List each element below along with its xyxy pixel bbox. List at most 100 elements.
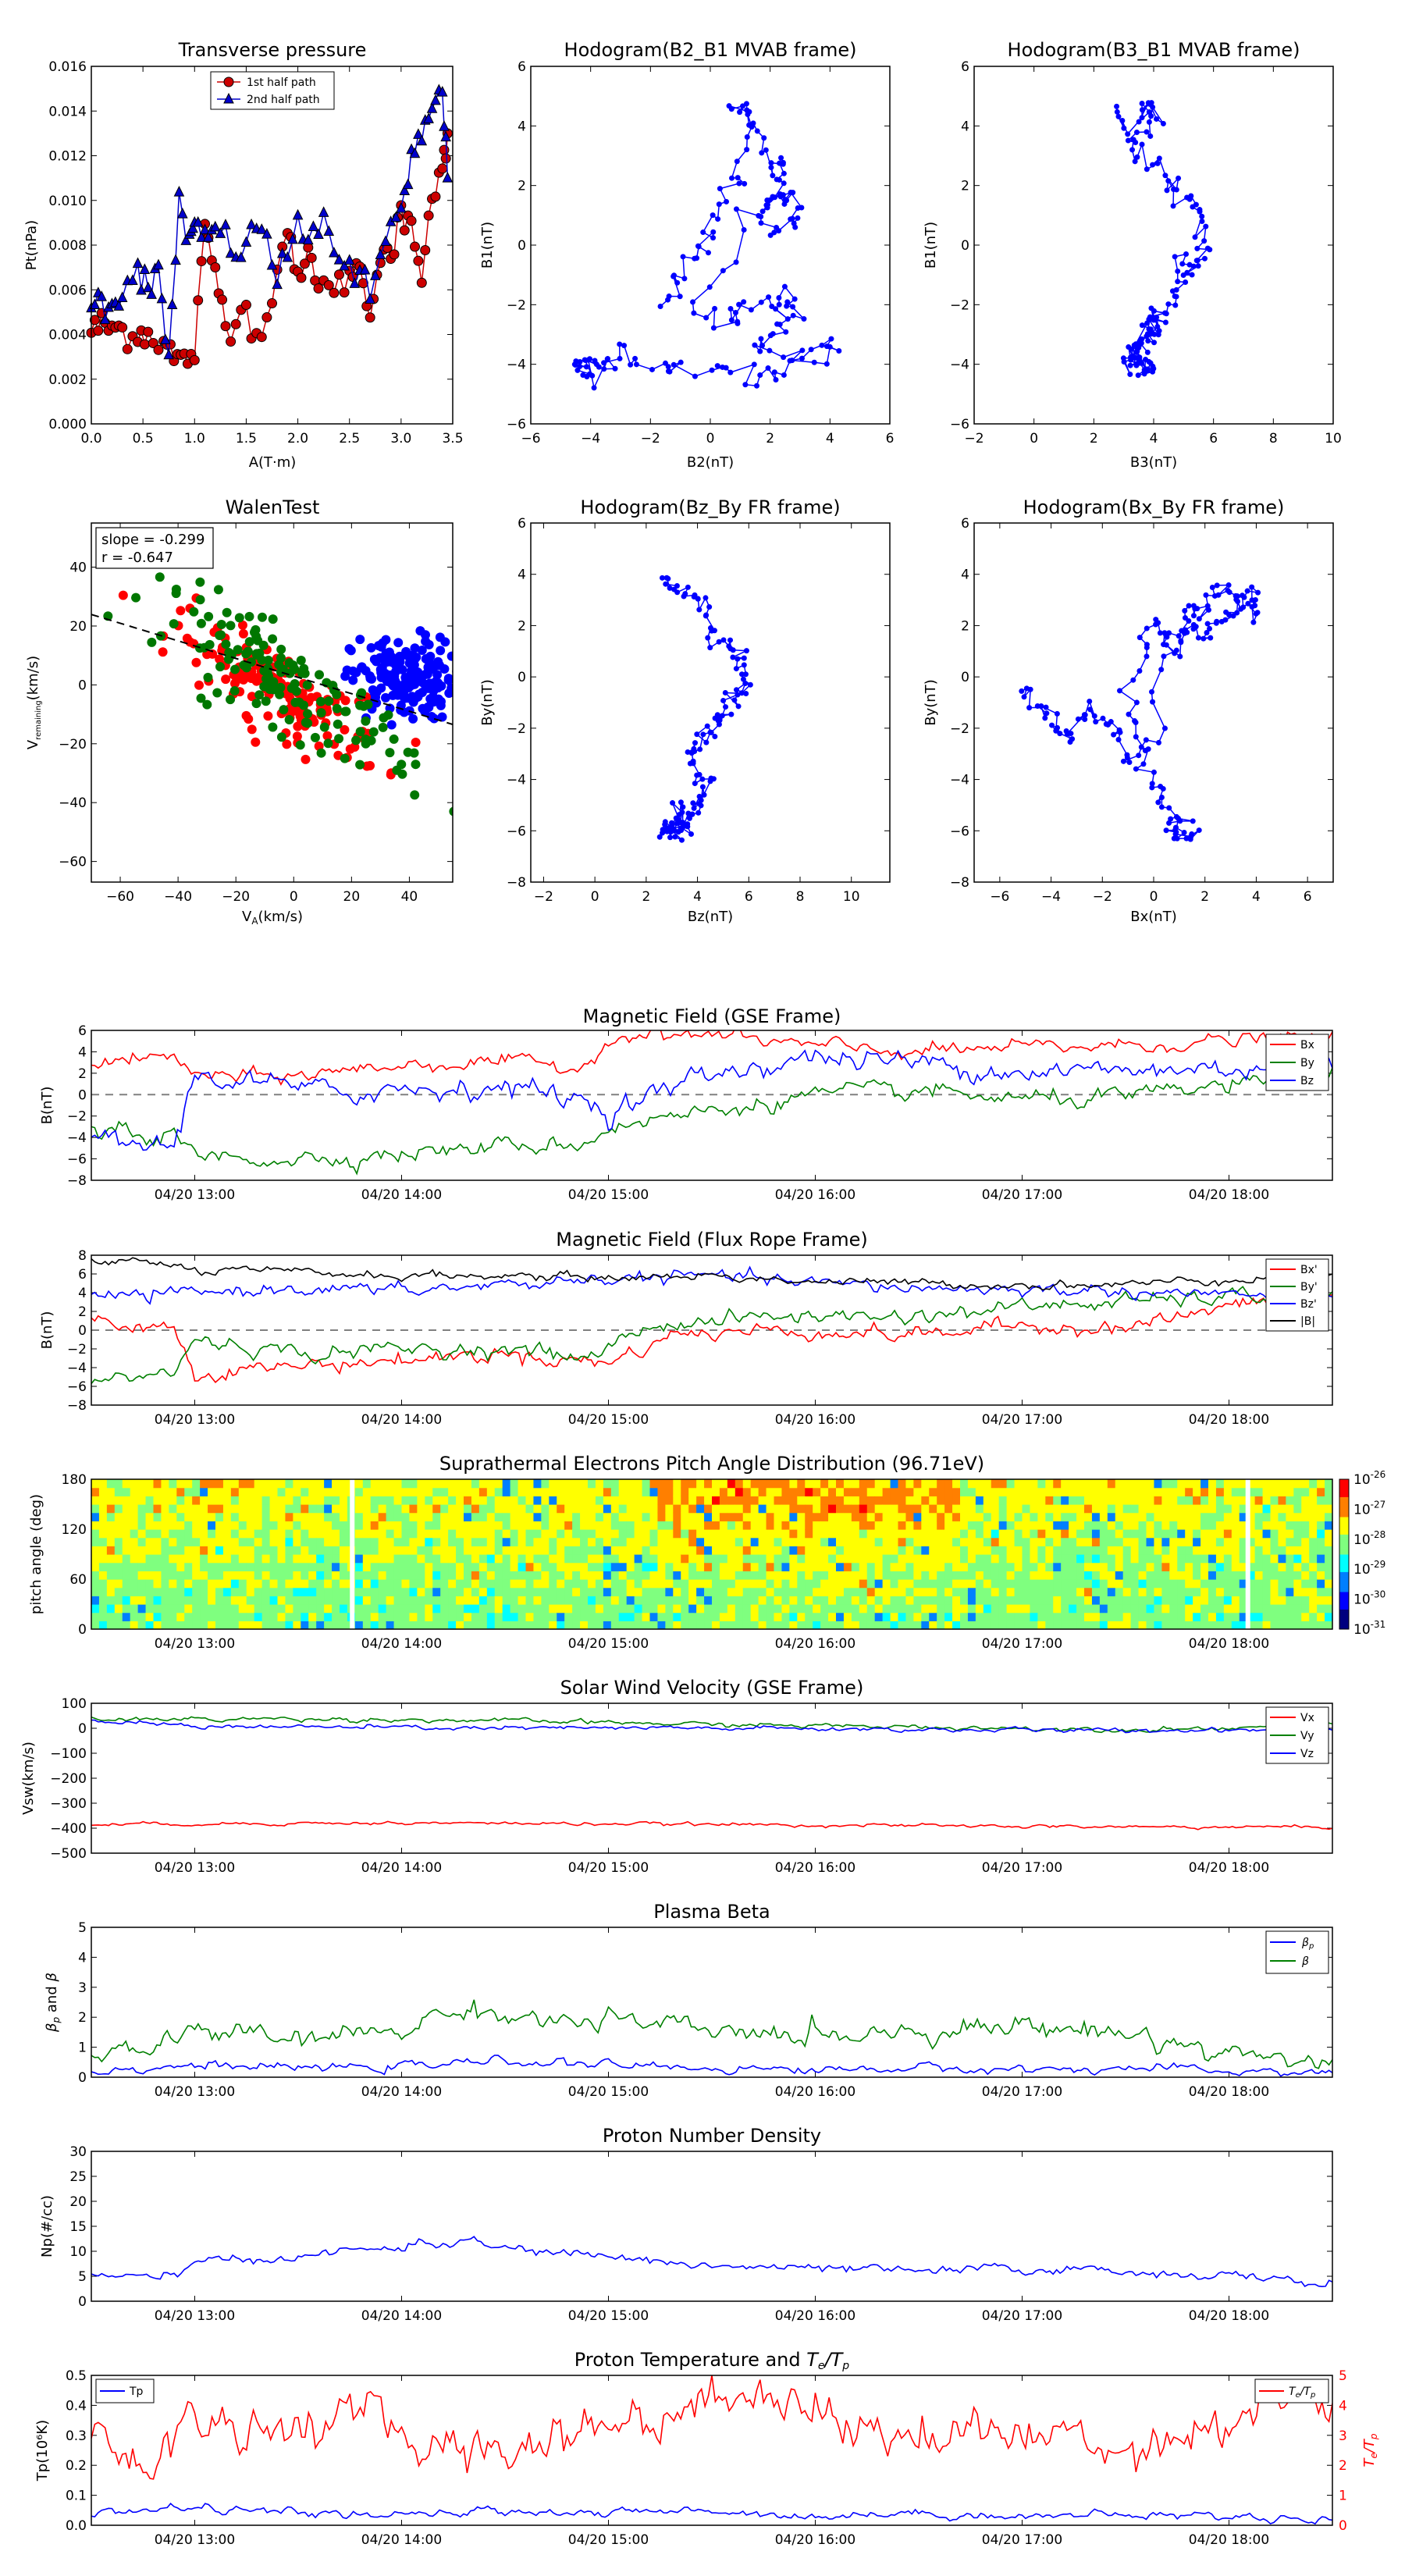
heatmap-cell — [1215, 1512, 1225, 1521]
heatmap-cell — [673, 1521, 681, 1530]
heatmap-cell — [362, 1496, 372, 1505]
heatmap-cell — [494, 1604, 503, 1614]
heatmap-cell — [921, 1587, 930, 1596]
heatmap-cell — [929, 1512, 937, 1521]
heatmap-cell — [316, 1512, 325, 1521]
heatmap-cell — [1293, 1587, 1302, 1596]
x-tick-label: 2 — [642, 889, 650, 905]
heatmap-cell — [215, 1587, 224, 1596]
y-right-tick-label: 4 — [1339, 2398, 1347, 2414]
data-point — [678, 837, 685, 843]
data-point — [790, 312, 796, 318]
heatmap-cell — [1091, 1579, 1101, 1589]
heatmap-cell — [805, 1529, 813, 1539]
heatmap-cell — [106, 1579, 116, 1589]
heatmap-cell — [1030, 1504, 1038, 1514]
data-point — [333, 719, 343, 729]
heatmap-cell — [1014, 1587, 1023, 1596]
heatmap-cell — [960, 1537, 969, 1546]
legend-right: Te/Tp — [1254, 2379, 1329, 2403]
heatmap-cell — [681, 1479, 689, 1489]
heatmap-cell — [1146, 1596, 1155, 1605]
heatmap-cell — [781, 1621, 790, 1629]
heatmap-cell — [603, 1537, 612, 1546]
heatmap-cell — [610, 1571, 620, 1580]
heatmap-cell — [704, 1612, 713, 1621]
heatmap-cell — [673, 1604, 681, 1614]
data-point — [1193, 624, 1199, 630]
legend: Bx By Bz — [1265, 1034, 1329, 1091]
heatmap-cell — [1325, 1604, 1332, 1614]
data-point — [244, 637, 254, 647]
heatmap-cell — [1317, 1621, 1325, 1629]
heatmap-cell — [758, 1579, 767, 1589]
data-point — [220, 219, 231, 229]
heatmap-cell — [448, 1496, 457, 1505]
data-point — [268, 722, 278, 732]
heatmap-cell — [813, 1496, 821, 1505]
heatmap-cell — [797, 1479, 806, 1489]
heatmap-cell — [712, 1554, 720, 1564]
heatmap-cell — [859, 1529, 868, 1539]
data-point — [226, 336, 237, 347]
heatmap-cell — [967, 1487, 976, 1496]
data-point — [1054, 710, 1060, 717]
heatmap-cell — [758, 1554, 767, 1564]
heatmap-cell — [766, 1487, 775, 1496]
data-point — [678, 827, 685, 834]
colorbar-tick-label: 10-28 — [1353, 1529, 1385, 1548]
heatmap-cell — [440, 1487, 449, 1496]
data-point — [194, 680, 205, 690]
heatmap-cell — [960, 1546, 969, 1555]
heatmap-cell — [324, 1504, 333, 1514]
heatmap-cell — [952, 1571, 961, 1580]
heatmap-cell — [340, 1571, 348, 1580]
heatmap-cell — [913, 1604, 922, 1614]
heatmap-cell — [1107, 1537, 1116, 1546]
heatmap-cell — [510, 1537, 519, 1546]
data-point — [203, 231, 214, 242]
heatmap-cell — [354, 1612, 364, 1621]
heatmap-cell — [161, 1579, 169, 1589]
heatmap-cell — [316, 1621, 325, 1629]
heatmap-cell — [937, 1596, 945, 1605]
data-point — [216, 619, 226, 629]
y-tick-label: 0 — [78, 1323, 87, 1339]
y-tick-label: 0 — [518, 670, 526, 685]
heatmap-cell — [308, 1487, 317, 1496]
heatmap-cell — [1091, 1562, 1101, 1571]
heatmap-cell — [882, 1587, 891, 1596]
heatmap-cell — [797, 1529, 806, 1539]
heatmap-cell — [1022, 1487, 1031, 1496]
heatmap-cell — [246, 1579, 255, 1589]
heatmap-cell — [866, 1579, 876, 1589]
heatmap-cell — [859, 1487, 868, 1496]
heatmap-cell — [533, 1554, 542, 1564]
heatmap-cell — [774, 1612, 783, 1621]
data-point — [707, 778, 713, 785]
heatmap-cell — [603, 1546, 612, 1555]
legend-label: Vx — [1300, 1712, 1314, 1724]
data-point — [808, 347, 814, 353]
heatmap-cell — [983, 1571, 992, 1580]
heatmap-cell — [208, 1579, 216, 1589]
heatmap-cell — [719, 1596, 728, 1605]
heatmap-cell — [735, 1496, 744, 1505]
heatmap-cell — [874, 1579, 884, 1589]
data-point — [795, 205, 801, 211]
heatmap-cell — [572, 1512, 581, 1521]
heatmap-cell — [1022, 1571, 1031, 1580]
heatmap-cell — [1099, 1529, 1108, 1539]
heatmap-cell — [843, 1546, 852, 1555]
data-point — [1064, 731, 1070, 737]
heatmap-cell — [293, 1621, 301, 1629]
heatmap-cell — [277, 1596, 286, 1605]
y-tick-label: 120 — [62, 1522, 87, 1538]
heatmap-cell — [789, 1504, 798, 1514]
heatmap-cell — [735, 1479, 744, 1489]
heatmap-cell — [184, 1587, 193, 1596]
data-point — [771, 369, 777, 375]
heatmap-cell — [1317, 1487, 1325, 1496]
heatmap-cell — [432, 1612, 441, 1621]
